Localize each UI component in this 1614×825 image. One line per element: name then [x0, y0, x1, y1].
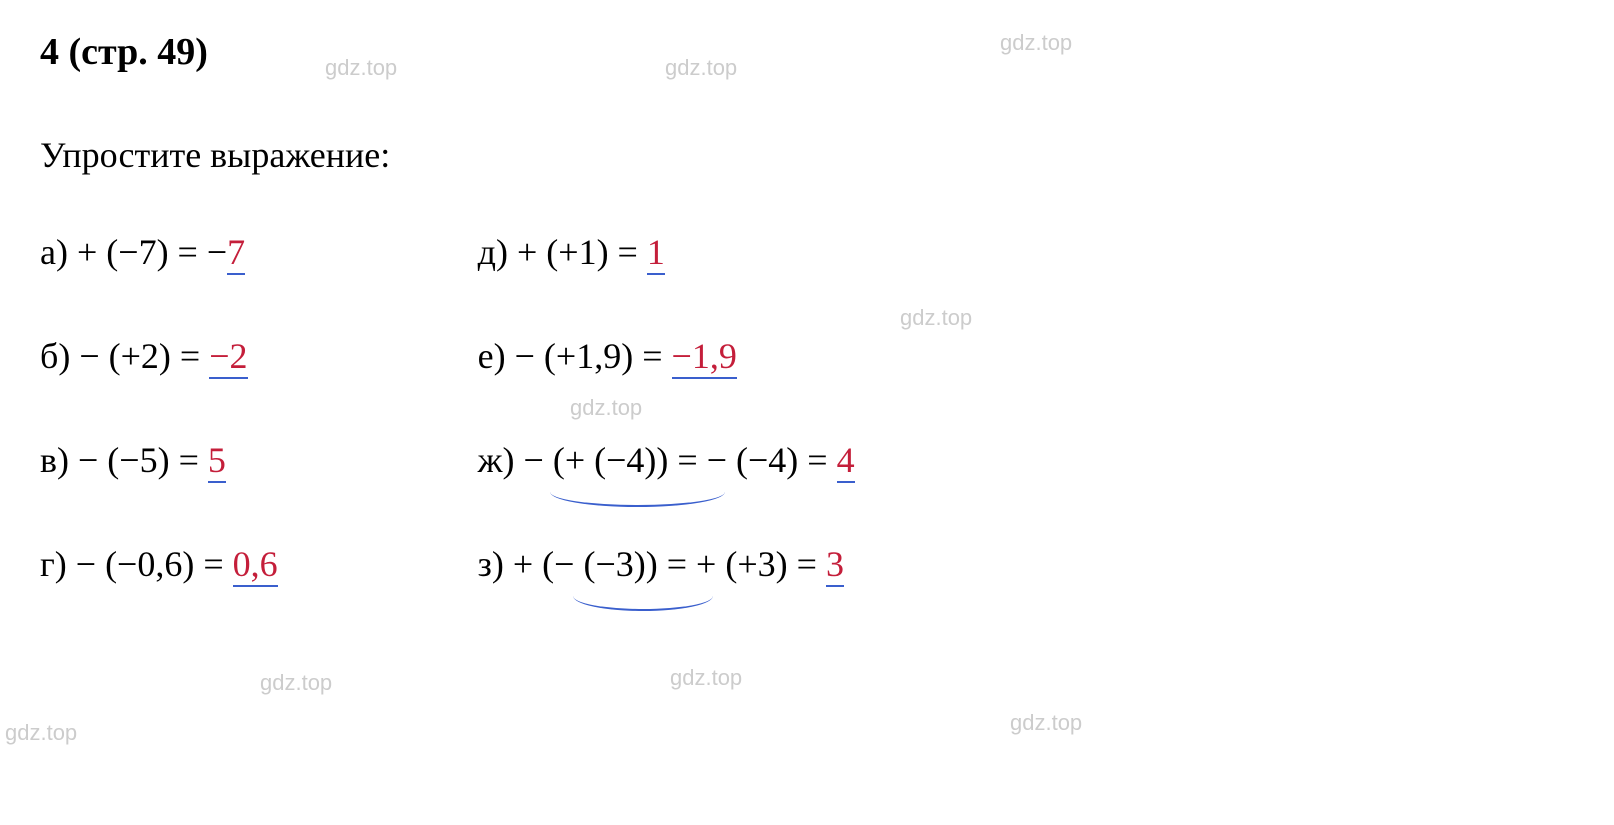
- problem-zh: ж) − (+ (−4)) = − (−4) = 4: [478, 439, 855, 481]
- watermark: gdz.top: [1010, 710, 1082, 736]
- left-column: а) + (−7) = −7 б) − (+2) = −2 в) − (−5) …: [40, 231, 278, 585]
- problem-label: з): [478, 544, 504, 584]
- right-column: д) + (+1) = 1 е) − (+1,9) = −1,9 ж) − (+…: [478, 231, 855, 585]
- problem-expression: − (+1,9) =: [515, 336, 672, 376]
- problem-label: д): [478, 232, 508, 272]
- problem-b: б) − (+2) = −2: [40, 335, 278, 377]
- problem-expression: − (+ (−4)) = − (−4) =: [524, 440, 837, 480]
- problem-g: г) − (−0,6) = 0,6: [40, 543, 278, 585]
- problem-label: ж): [478, 440, 515, 480]
- problem-expression: − (−5) =: [78, 440, 208, 480]
- watermark: gdz.top: [5, 720, 77, 746]
- problem-a: а) + (−7) = −7: [40, 231, 278, 273]
- problem-answer: 4: [837, 440, 855, 483]
- arc-annotation: [573, 581, 713, 611]
- problem-expression: + (−7) = −: [77, 232, 227, 272]
- problem-label: е): [478, 336, 506, 376]
- problem-v: в) − (−5) = 5: [40, 439, 278, 481]
- problem-answer: 3: [826, 544, 844, 587]
- watermark: gdz.top: [670, 665, 742, 691]
- problem-label: г): [40, 544, 67, 584]
- problem-z: з) + (− (−3)) = + (+3) = 3: [478, 543, 855, 585]
- problem-answer: 5: [208, 440, 226, 483]
- problem-d: д) + (+1) = 1: [478, 231, 855, 273]
- problem-expression: − (−0,6) =: [76, 544, 233, 584]
- instruction-text: Упростите выражение:: [40, 134, 1574, 176]
- problem-answer: −1,9: [672, 336, 737, 379]
- problem-expression: + (− (−3)) = + (+3) =: [513, 544, 826, 584]
- problem-answer: −2: [209, 336, 247, 379]
- problem-expression: − (+2) =: [79, 336, 209, 376]
- problem-e: е) − (+1,9) = −1,9: [478, 335, 855, 377]
- problem-label: б): [40, 336, 70, 376]
- problem-label: а): [40, 232, 68, 272]
- watermark: gdz.top: [260, 670, 332, 696]
- problem-label: в): [40, 440, 69, 480]
- exercise-title: 4 (стр. 49): [40, 30, 1574, 74]
- problems-container: а) + (−7) = −7 б) − (+2) = −2 в) − (−5) …: [40, 231, 1574, 585]
- problem-answer: 0,6: [233, 544, 278, 587]
- problem-answer: 7: [227, 232, 245, 275]
- problem-answer: 1: [647, 232, 665, 275]
- arc-annotation: [550, 477, 725, 507]
- problem-expression: + (+1) =: [517, 232, 647, 272]
